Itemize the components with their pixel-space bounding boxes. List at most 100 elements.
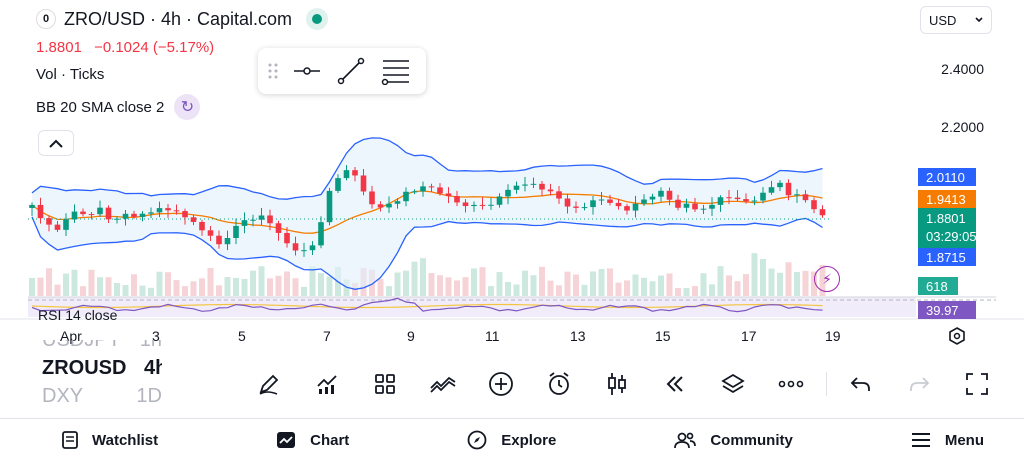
rewind-icon[interactable] [646, 364, 704, 404]
volume-bar [173, 280, 180, 296]
symbol-current[interactable]: ZROUSD 4h [42, 354, 162, 382]
bar-countdown: 03:29:05 [926, 229, 977, 244]
bottom-nav: Watchlist Chart Explore Community Menu [0, 418, 1024, 461]
y-label-2400: 2.4000 [941, 61, 984, 77]
candle-body [692, 203, 698, 210]
candle-body [709, 204, 715, 209]
volume-bar [165, 272, 171, 296]
nav-explore[interactable]: Explore [467, 430, 556, 450]
candle-body [80, 211, 86, 215]
drawing-tools-toolbar [258, 48, 426, 94]
volume-bar [666, 273, 673, 296]
replay-icon[interactable] [530, 364, 588, 404]
x-label: 3 [152, 328, 160, 344]
candle-body [190, 217, 197, 222]
candle-body [683, 203, 690, 208]
drag-handle-icon[interactable] [268, 62, 278, 80]
volume-bar [131, 274, 137, 296]
nav-chart-label: Chart [310, 431, 350, 449]
volume-bar [496, 272, 503, 296]
nav-menu[interactable]: Menu [911, 432, 984, 449]
fullscreen-icon[interactable] [948, 364, 1006, 404]
candle-body [114, 218, 120, 220]
symbol-next[interactable]: DXY 1D [42, 382, 162, 410]
volume-bar [675, 287, 681, 296]
lightning-icon[interactable]: ⚡ [814, 266, 840, 292]
rsi-badge: 39.97 [918, 301, 976, 319]
volume-bar [224, 277, 231, 296]
volume-bar [88, 269, 95, 296]
more-icon[interactable] [762, 364, 820, 404]
volume-bar [445, 277, 452, 296]
x-label: 9 [407, 328, 415, 344]
symbol-next-name: DXY [42, 384, 84, 407]
candle-body [428, 186, 435, 188]
volume-bar [258, 266, 265, 296]
chart-icon [277, 432, 296, 448]
last-price-badge-value: 1.8801 [926, 211, 966, 226]
volume-bar [479, 267, 486, 296]
drawing-pen-icon[interactable] [240, 364, 298, 404]
volume-bar [105, 277, 112, 296]
volume-bar [199, 278, 205, 296]
settings-hexagon-icon[interactable] [947, 326, 967, 346]
symbol-prev[interactable]: USDJPY 1h [42, 340, 162, 354]
layouts-icon[interactable] [356, 364, 414, 404]
candle-body [717, 197, 724, 205]
candle-body [173, 210, 180, 212]
candle-body [292, 243, 299, 251]
candle-body [343, 170, 350, 179]
fib-retracement-icon[interactable] [380, 57, 412, 85]
candle-body [309, 245, 316, 251]
symbol-prev-interval: 1h [140, 340, 162, 352]
candle-body [71, 211, 78, 220]
candle-body [607, 199, 613, 203]
symbol-prev-name: USDJPY [42, 340, 122, 352]
refresh-icon[interactable]: ↻ [174, 94, 201, 120]
volume-bar [267, 278, 273, 296]
chart-toolbar [240, 364, 820, 404]
volume-bar [420, 258, 426, 296]
layers-icon[interactable] [704, 364, 762, 404]
candle-body [318, 222, 324, 246]
candle-body [522, 184, 528, 186]
volume-legend[interactable]: Vol · Ticks [36, 66, 104, 83]
volume-bar [785, 262, 792, 296]
candle-body [46, 218, 52, 225]
nav-watchlist[interactable]: Watchlist [62, 431, 158, 449]
compare-icon[interactable] [414, 364, 472, 404]
candle-body [505, 189, 511, 197]
volume-bar [802, 270, 809, 296]
volume-bar [777, 272, 783, 296]
nav-chart[interactable]: Chart [276, 431, 349, 449]
candle-body [275, 223, 282, 233]
trend-line-icon[interactable] [336, 56, 366, 86]
volume-bar [411, 261, 418, 296]
indicators-icon[interactable] [298, 364, 356, 404]
bb-legend[interactable]: BB 20 SMA close 2 ↻ [36, 94, 201, 120]
symbol-picker[interactable]: USDJPY 1h ZROUSD 4h DXY 1D [42, 340, 162, 418]
candles-icon[interactable] [588, 364, 646, 404]
volume-badge: 618 [918, 277, 958, 295]
currency-select[interactable]: USD [920, 6, 992, 34]
compass-icon [467, 430, 487, 450]
collapse-legend-button[interactable] [38, 130, 74, 156]
rsi-legend[interactable]: RSI 14 close [38, 307, 118, 323]
horizontal-ray-icon[interactable] [292, 59, 322, 83]
add-icon[interactable] [472, 364, 530, 404]
volume-bar [403, 270, 409, 296]
nav-community[interactable]: Community [674, 431, 793, 449]
volume-bar [216, 285, 222, 296]
volume-bar [29, 277, 35, 296]
undo-icon[interactable] [832, 364, 890, 404]
candle-body [29, 204, 35, 208]
symbol-title[interactable]: 0 ZRO/USD · 4h · Capital.com [36, 8, 329, 30]
redo-icon[interactable] [890, 364, 948, 404]
price-chart[interactable] [0, 0, 1024, 320]
volume-bar [54, 284, 61, 296]
volume-bar [63, 273, 69, 296]
candle-body [105, 207, 112, 220]
chevron-up-icon [49, 139, 63, 148]
volume-bar [700, 273, 707, 296]
volume-bar [760, 259, 766, 296]
